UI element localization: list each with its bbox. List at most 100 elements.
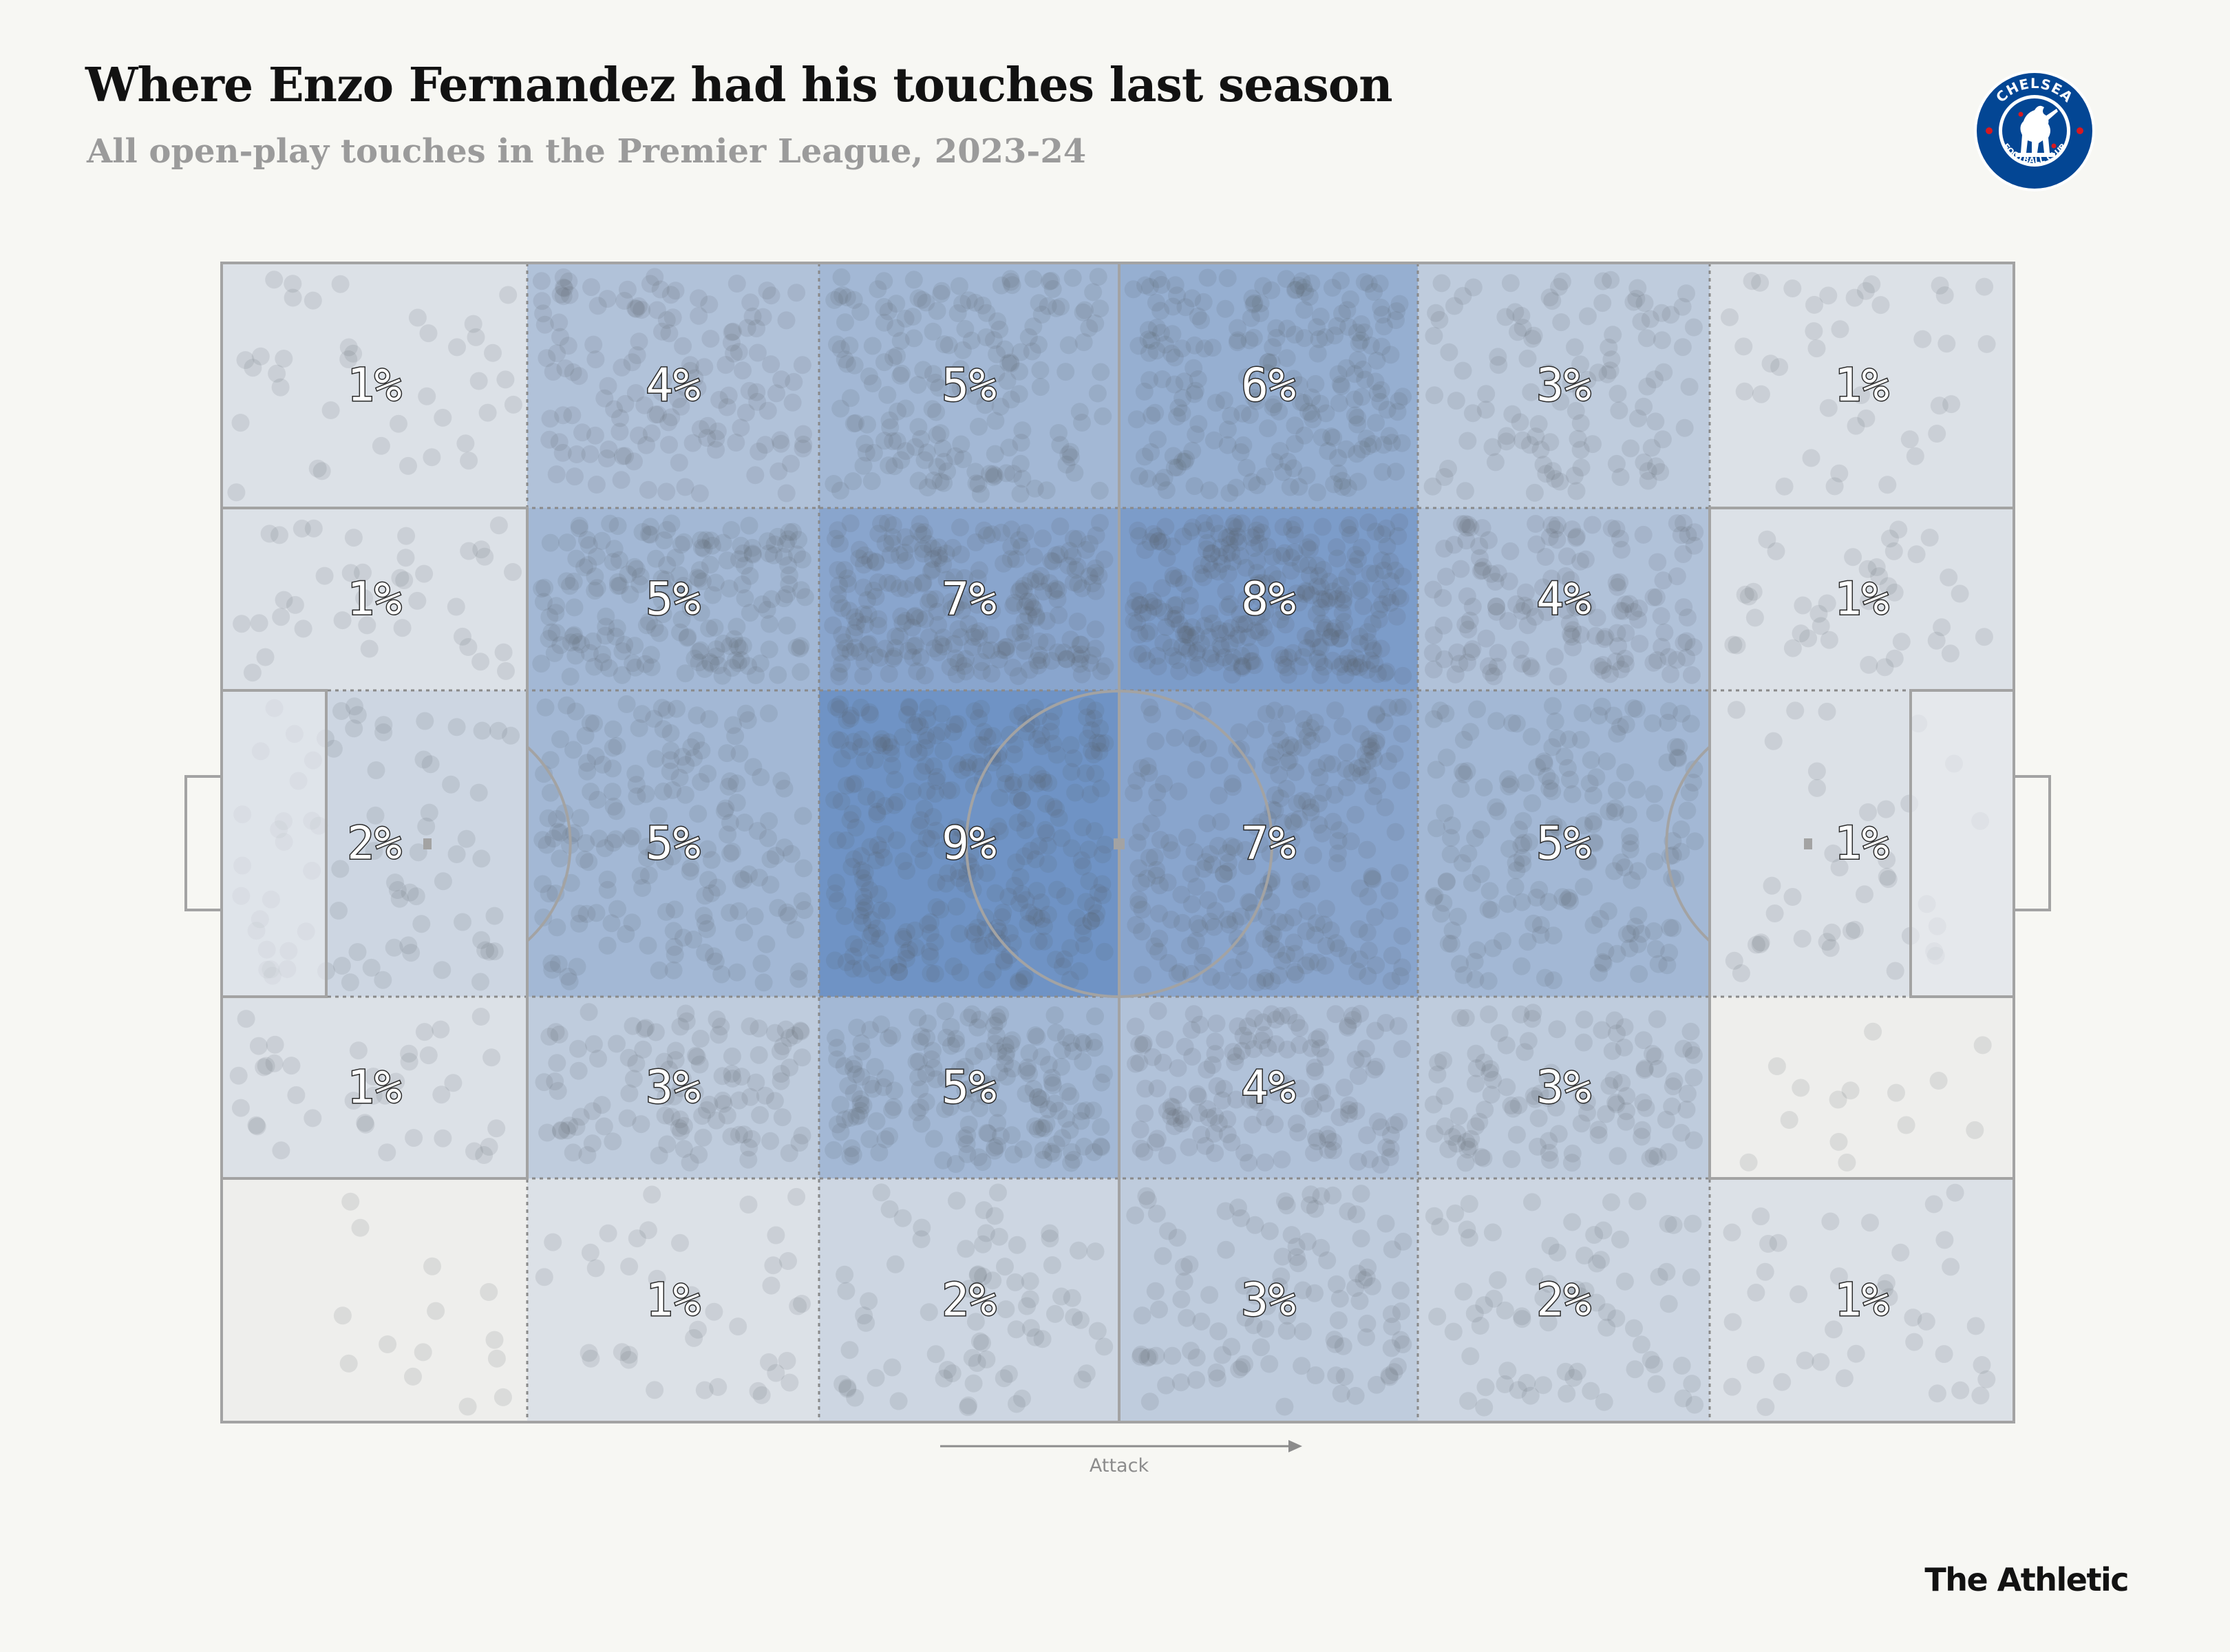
touch-dot	[1072, 645, 1091, 664]
touch-dot	[1589, 964, 1608, 982]
touch-dot	[722, 521, 741, 539]
touch-dot	[1019, 328, 1038, 346]
touch-dot	[472, 540, 491, 559]
touch-dot	[1592, 1251, 1610, 1269]
touch-dot	[1572, 1114, 1591, 1133]
touch-dot	[1913, 330, 1932, 348]
touch-dot	[1525, 1267, 1544, 1286]
touch-dot	[362, 958, 381, 977]
touch-dot	[951, 360, 970, 379]
touch-dot	[1805, 322, 1823, 341]
touch-dot	[694, 907, 713, 925]
touch-dot	[1087, 527, 1105, 544]
touch-dot	[1086, 314, 1105, 332]
touch-dot	[767, 1226, 785, 1245]
touch-dot	[1169, 399, 1188, 417]
touch-dot	[846, 639, 864, 657]
attack-direction: Attack	[940, 1440, 1302, 1476]
touch-dot	[1059, 336, 1078, 354]
touch-dot	[927, 821, 946, 840]
touch-dot	[1034, 529, 1052, 548]
touch-dot	[1829, 1090, 1847, 1109]
touch-dot	[1562, 374, 1580, 393]
touch-dot	[1072, 665, 1091, 684]
touch-dot	[689, 1320, 707, 1339]
touch-dot	[1646, 804, 1664, 823]
touch-dot	[1182, 522, 1200, 540]
touch-dot	[844, 960, 862, 978]
touch-dot	[1377, 1214, 1395, 1233]
touch-dot	[977, 1224, 995, 1242]
touch-dot	[1321, 628, 1339, 647]
touch-dot	[696, 887, 714, 905]
touch-dot	[913, 290, 931, 309]
touch-dot	[1084, 283, 1103, 301]
touch-dot	[1306, 374, 1325, 393]
touch-dot	[1173, 913, 1191, 932]
touch-dot	[1374, 436, 1393, 454]
touch-dot	[926, 785, 944, 803]
touch-dot	[1682, 1041, 1701, 1059]
touch-dot	[957, 650, 975, 668]
touch-dot	[1376, 798, 1394, 816]
touch-dot	[738, 319, 756, 337]
touch-dot	[1337, 743, 1356, 762]
touch-dot	[1156, 1030, 1174, 1049]
touch-dot	[1641, 1150, 1659, 1168]
touch-dot	[365, 842, 383, 860]
touch-dot	[684, 931, 703, 949]
touch-dot	[657, 483, 676, 501]
touch-dot	[1509, 323, 1527, 341]
touch-dot	[1279, 648, 1298, 666]
touch-dot	[911, 717, 929, 736]
touch-dot	[434, 1129, 452, 1147]
touch-dot	[793, 1295, 811, 1313]
touch-dot	[1008, 789, 1027, 807]
touch-dot	[1326, 326, 1344, 345]
touch-dot	[1127, 915, 1145, 934]
touch-dot	[862, 1075, 880, 1094]
touch-dot	[1076, 301, 1094, 319]
touch-dot	[924, 757, 943, 776]
touch-dot	[769, 462, 788, 480]
touch-dot	[934, 637, 953, 656]
touch-dot	[658, 555, 677, 574]
touch-dot	[1304, 410, 1322, 429]
touch-dot	[982, 641, 1000, 659]
touch-dot	[1057, 455, 1076, 474]
touch-dot	[1878, 851, 1896, 869]
touch-dot	[625, 452, 643, 471]
touch-dot	[1644, 922, 1663, 940]
touch-dot	[1498, 427, 1516, 445]
touch-dot	[942, 1017, 960, 1036]
touch-dot	[1082, 912, 1101, 931]
touch-dot	[1239, 1031, 1257, 1050]
pitch-markings	[184, 262, 2051, 1423]
touch-dot	[1272, 1007, 1291, 1025]
touch-dot	[1203, 339, 1222, 357]
touch-dot	[1078, 708, 1096, 727]
touch-dot	[1646, 1047, 1664, 1066]
touch-dot	[541, 751, 560, 770]
touch-dot	[1129, 581, 1147, 600]
touch-dot	[569, 1039, 587, 1058]
touch-dot	[958, 1126, 977, 1144]
touch-dot	[867, 851, 885, 869]
touch-dot	[1072, 635, 1090, 654]
touch-dot	[1551, 392, 1570, 411]
touch-dot	[861, 926, 880, 945]
touch-dot	[1011, 623, 1030, 642]
touch-dot	[385, 938, 403, 957]
touch-dot	[1358, 1126, 1377, 1145]
touch-dot	[1380, 882, 1399, 900]
touch-dot	[898, 923, 915, 942]
touch-dot	[1544, 926, 1562, 945]
chelsea-crest-logo: CHELSEA FOOTBALL CLUB	[1974, 70, 2095, 191]
touch-dot	[975, 723, 993, 741]
touch-dot	[1496, 308, 1515, 326]
touch-dot	[1298, 538, 1317, 557]
touch-dot	[1330, 629, 1349, 648]
touch-dot	[1202, 968, 1220, 986]
touch-dot	[1083, 646, 1102, 665]
touch-dot	[586, 1259, 605, 1278]
